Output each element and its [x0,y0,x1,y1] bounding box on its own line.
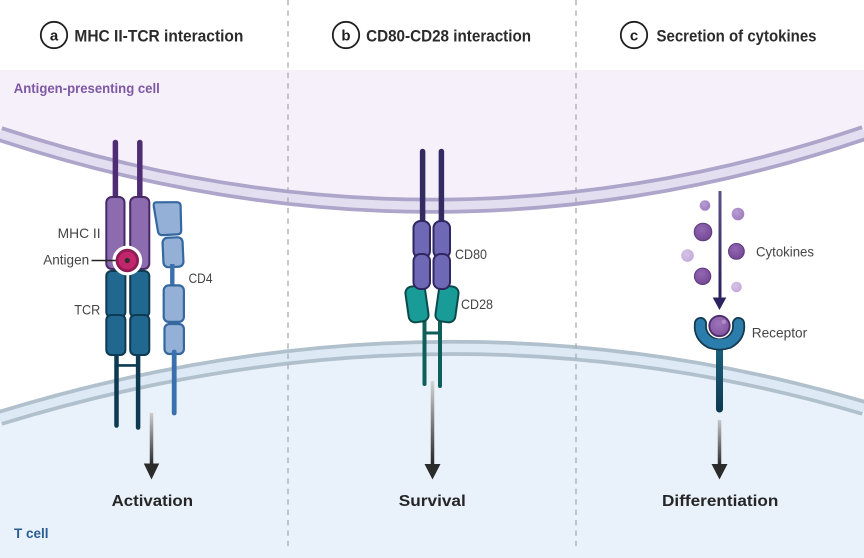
svg-text:Antigen-presenting cell: Antigen-presenting cell [14,80,160,96]
svg-text:T cell: T cell [14,525,49,541]
svg-text:Secretion of cytokines: Secretion of cytokines [657,27,817,45]
svg-text:a: a [50,28,59,45]
svg-text:Receptor: Receptor [752,325,808,341]
svg-text:MHC II-TCR interaction: MHC II-TCR interaction [74,27,243,45]
svg-text:Differentiation: Differentiation [662,493,778,510]
svg-text:Antigen: Antigen [43,251,89,267]
svg-text:CD80: CD80 [455,246,487,262]
svg-text:CD28: CD28 [461,296,493,312]
svg-text:c: c [630,28,638,45]
svg-text:Cytokines: Cytokines [756,244,814,260]
svg-text:CD4: CD4 [189,270,213,286]
svg-text:Survival: Survival [399,493,466,510]
svg-text:b: b [341,28,350,45]
svg-text:Activation: Activation [112,493,193,510]
svg-text:CD80-CD28 interaction: CD80-CD28 interaction [366,27,531,45]
svg-text:TCR: TCR [74,302,100,318]
svg-text:MHC II: MHC II [58,225,101,241]
